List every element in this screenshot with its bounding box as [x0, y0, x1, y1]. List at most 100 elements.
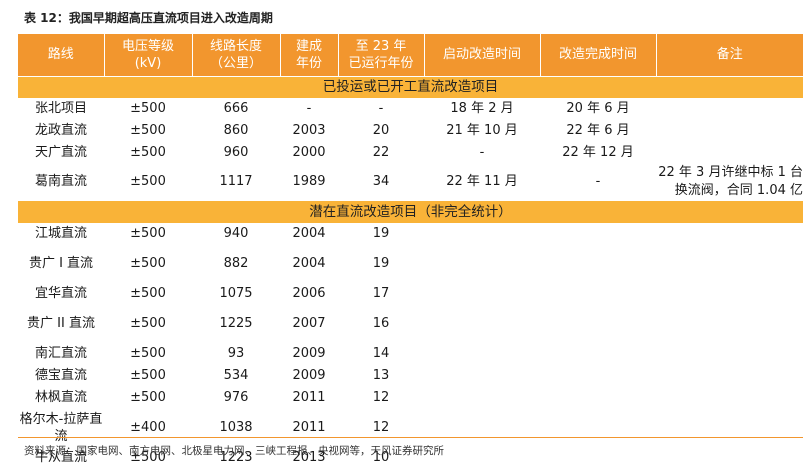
column-header-line1: 备注 — [716, 47, 743, 63]
route-cell: 格尔木-拉萨直流 — [19, 411, 103, 444]
retrofit-finish-cell: - — [595, 174, 601, 189]
years-running-cell: - — [378, 101, 384, 116]
source-note: 资料来源：国家电网、南方电网、北极星电力网、三峡工程报、央视网等，天风证券研究所 — [24, 445, 444, 457]
empty-cell — [424, 409, 540, 447]
empty-cell — [540, 343, 656, 365]
length-cell: 940 — [223, 225, 249, 241]
empty-cell — [540, 245, 656, 283]
length-cell: 960 — [223, 145, 249, 160]
section-row: 已投运或已开工直流改造项目 — [18, 75, 803, 98]
note-cell — [656, 98, 803, 120]
route-cell: 林枫直流 — [34, 389, 87, 405]
table-row: 张北项目 ±500 666 - - 18 年 2 月 20 年 6 月 — [18, 98, 803, 120]
built-year-cell: 2009 — [292, 367, 326, 383]
length-cell: 1038 — [219, 419, 253, 435]
voltage-cell: ±500 — [130, 174, 166, 189]
route-cell: 南汇直流 — [34, 345, 87, 361]
empty-cell — [424, 305, 540, 343]
retrofit-start-cell: 18 年 2 月 — [450, 101, 514, 116]
column-header: 改造完成时间 — [539, 34, 656, 76]
column-header-line2: 已运行年份 — [348, 55, 414, 71]
column-header-line1: 路线 — [47, 47, 74, 63]
length-cell: 534 — [223, 367, 249, 383]
bottom-rule — [18, 437, 803, 438]
route-cell: 天广直流 — [34, 145, 87, 160]
empty-cell — [424, 283, 540, 305]
retrofit-start-cell: 21 年 10 月 — [446, 123, 518, 138]
table-row: 天广直流 ±500 960 2000 22 - 22 年 12 月 — [18, 142, 803, 164]
retrofit-finish-cell: 20 年 6 月 — [566, 101, 630, 116]
column-header: 建成 年份 — [279, 34, 338, 76]
empty-cell — [656, 343, 803, 365]
table-row: 葛南直流 ±500 1117 1989 34 22 年 11 月 - 22 年 3 月许继中标… — [18, 164, 803, 201]
retrofit-start-cell: - — [479, 145, 485, 160]
length-cell: 1225 — [219, 315, 253, 331]
route-cell: 贵广 I 直流 — [28, 256, 94, 271]
built-year-cell: 2004 — [292, 255, 326, 271]
column-header: 线路长度 （公里） — [191, 34, 280, 76]
length-cell: 882 — [223, 255, 249, 271]
route-cell: 龙政直流 — [34, 123, 87, 138]
table-row: 贵广 I 直流 ±500 882 2004 19 — [18, 245, 803, 283]
table-row: 贵广 II 直流 ±500 1225 2007 16 — [18, 305, 803, 343]
voltage-cell: ±500 — [130, 285, 166, 301]
table-row: 南汇直流 ±500 93 2009 14 — [18, 343, 803, 365]
length-cell: 1117 — [219, 174, 253, 189]
voltage-cell: ±500 — [130, 345, 166, 361]
built-year-cell: 2004 — [292, 225, 326, 241]
length-cell: 976 — [223, 389, 249, 405]
built-year-cell: 2003 — [292, 123, 326, 138]
built-year-cell: 2000 — [292, 145, 326, 160]
column-header: 电压等级 (kV) — [103, 34, 192, 76]
empty-cell — [540, 387, 656, 409]
empty-cell — [540, 447, 656, 469]
years-running-cell: 20 — [372, 123, 390, 138]
column-header: 启动改造时间 — [423, 34, 540, 76]
voltage-cell: ±500 — [130, 225, 166, 241]
years-running-cell: 14 — [372, 345, 390, 361]
length-cell: 93 — [227, 345, 245, 361]
note-line1: 22 年 3 月许继中标 1 台 — [658, 165, 803, 180]
retrofit-finish-cell: 22 年 6 月 — [566, 123, 630, 138]
hvdc-retrofit-table: 路线 电压等级 (kV) 线路长度 （公里） 建成 年份至 23 年已运行年份 启动改造时间改… — [18, 34, 803, 469]
empty-cell — [424, 387, 540, 409]
empty-cell — [656, 387, 803, 409]
table-row: 格尔木-拉萨直流 ±400 1038 2011 12 — [18, 409, 803, 447]
column-header: 至 23 年已运行年份 — [337, 34, 424, 76]
years-running-cell: 19 — [372, 255, 390, 271]
voltage-cell: ±500 — [130, 315, 166, 331]
years-running-cell: 34 — [372, 174, 390, 189]
years-running-cell: 13 — [372, 367, 390, 383]
voltage-cell: ±500 — [130, 145, 166, 160]
empty-cell — [540, 409, 656, 447]
column-header-line2: (kV) — [134, 55, 162, 71]
empty-cell — [656, 409, 803, 447]
column-header-line1: 线路长度 — [209, 38, 262, 54]
column-header: 备注 — [655, 34, 803, 76]
voltage-cell: ±500 — [130, 123, 166, 138]
empty-cell — [656, 223, 803, 245]
section-title: 潜在直流改造项目（非完全统计） — [18, 200, 803, 223]
note-line2: 换流阀，合同 1.04 亿 — [674, 183, 803, 198]
voltage-cell: ±500 — [130, 449, 166, 465]
years-running-cell: 17 — [372, 285, 390, 301]
route-cell: 德宝直流 — [34, 367, 87, 383]
length-cell: 1223 — [219, 449, 253, 465]
section-row: 潜在直流改造项目（非完全统计） — [18, 200, 803, 223]
empty-cell — [656, 305, 803, 343]
years-running-cell: 16 — [372, 315, 390, 331]
column-header-line2: 年份 — [295, 55, 322, 71]
voltage-cell: ±500 — [130, 255, 166, 271]
empty-cell — [540, 305, 656, 343]
years-running-cell: 12 — [372, 389, 390, 405]
built-year-cell: 2011 — [292, 389, 326, 405]
note-cell — [656, 142, 803, 164]
empty-cell — [424, 245, 540, 283]
built-year-cell: - — [306, 101, 312, 116]
built-year-cell: 2006 — [292, 285, 326, 301]
table-row: 林枫直流 ±500 976 2011 12 — [18, 387, 803, 409]
table-row: 龙政直流 ±500 860 2003 20 21 年 10 月 22 年 6 月 — [18, 120, 803, 142]
years-running-cell: 10 — [372, 449, 390, 465]
note-cell — [656, 120, 803, 142]
years-running-cell: 22 — [372, 145, 390, 160]
